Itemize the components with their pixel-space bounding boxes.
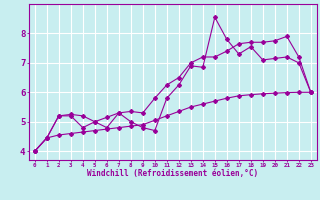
X-axis label: Windchill (Refroidissement éolien,°C): Windchill (Refroidissement éolien,°C) — [87, 169, 258, 178]
